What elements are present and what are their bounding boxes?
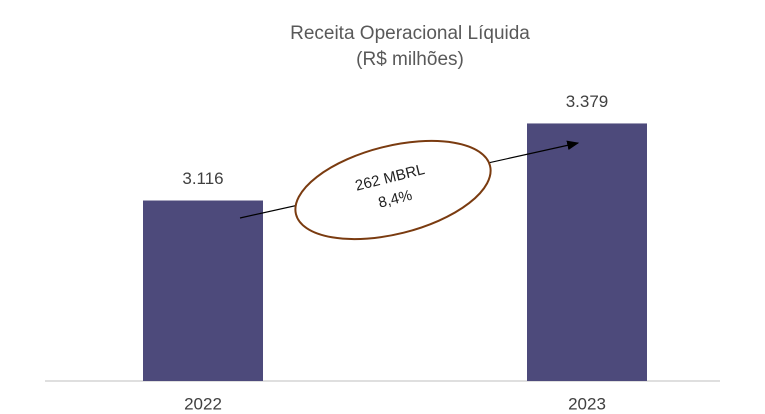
annotation: 262 MBRL 8,4% — [239, 139, 580, 241]
x-tick-label: 2023 — [568, 394, 606, 413]
value-label: 3.116 — [182, 169, 223, 188]
value-label: 3.379 — [566, 92, 609, 111]
bar — [527, 123, 647, 381]
chart-subtitle: (R$ milhões) — [356, 49, 464, 70]
annotation-ellipse — [294, 139, 492, 241]
x-tick-label: 2022 — [184, 394, 222, 413]
chart-title: Receita Operacional Líquida — [290, 23, 530, 44]
bars: 3.116 2022 3.379 2023 — [143, 92, 647, 413]
bar — [143, 200, 263, 381]
